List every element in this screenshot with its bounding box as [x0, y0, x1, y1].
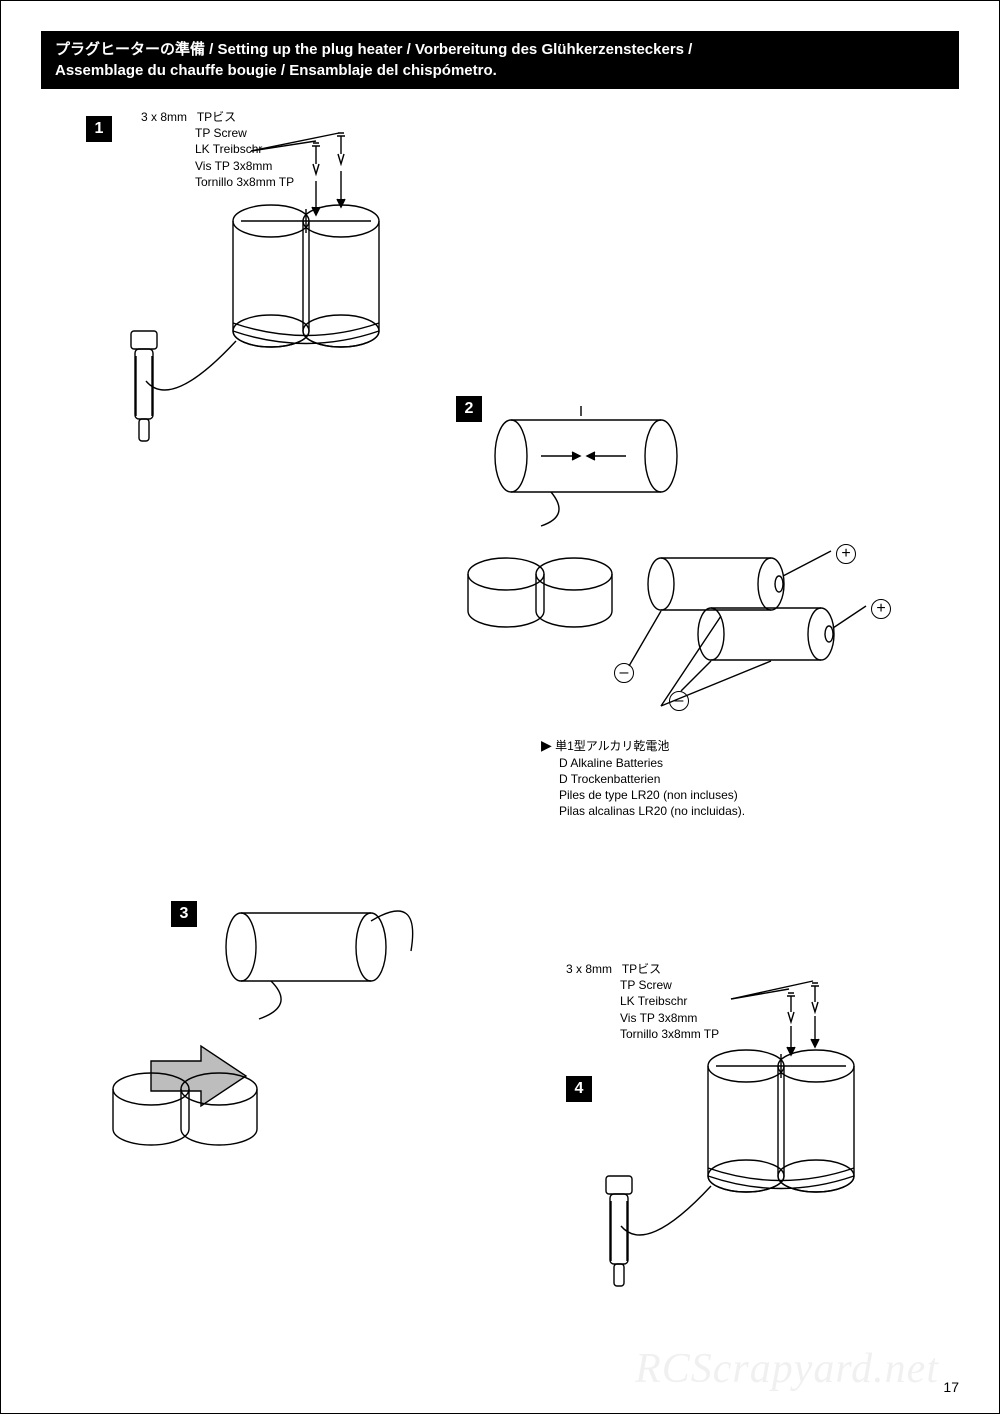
screw-l1: TPビス — [197, 110, 236, 124]
diagram-step-3 — [91, 871, 451, 1171]
header-es: Ensamblaje del chispómetro. — [289, 62, 497, 79]
battery-l2: D Alkaline Batteries — [559, 755, 745, 771]
polarity-minus-1: – — [614, 663, 634, 683]
page-number: 17 — [943, 1379, 959, 1395]
arrow-icon: ▶ — [541, 737, 552, 753]
polarity-plus-1: + — [836, 544, 856, 564]
section-header: プラグヒーターの準備 / Setting up the plug heater … — [41, 31, 959, 89]
diagram-step-2 — [411, 406, 911, 726]
header-fr: Assemblage du chauffe bougie / — [55, 62, 285, 79]
battery-l4: Piles de type LR20 (non incluses) — [559, 787, 745, 803]
diagram-step-4 — [591, 971, 921, 1301]
watermark: RCScrapyard.net — [635, 1345, 939, 1393]
screw-size: 3 x 8mm — [141, 110, 187, 124]
manual-page: プラグヒーターの準備 / Setting up the plug heater … — [0, 0, 1000, 1414]
diagram-step-1 — [111, 131, 441, 461]
header-en: Setting up the plug heater / — [218, 41, 411, 58]
battery-l1: 単1型アルカリ乾電池 — [555, 739, 669, 753]
step-badge-1: 1 — [86, 116, 112, 142]
header-de: Vorbereitung des Glühkerzensteckers / — [415, 41, 692, 58]
battery-l3: D Trockenbatterien — [559, 771, 745, 787]
header-jp: プラグヒーターの準備 / — [55, 41, 213, 58]
polarity-plus-2: + — [871, 599, 891, 619]
battery-label: ▶ 単1型アルカリ乾電池 D Alkaline Batteries D Troc… — [541, 736, 745, 820]
polarity-minus-2: – — [669, 691, 689, 711]
step-badge-4: 4 — [566, 1076, 592, 1102]
battery-l5: Pilas alcalinas LR20 (no incluidas). — [559, 803, 745, 819]
